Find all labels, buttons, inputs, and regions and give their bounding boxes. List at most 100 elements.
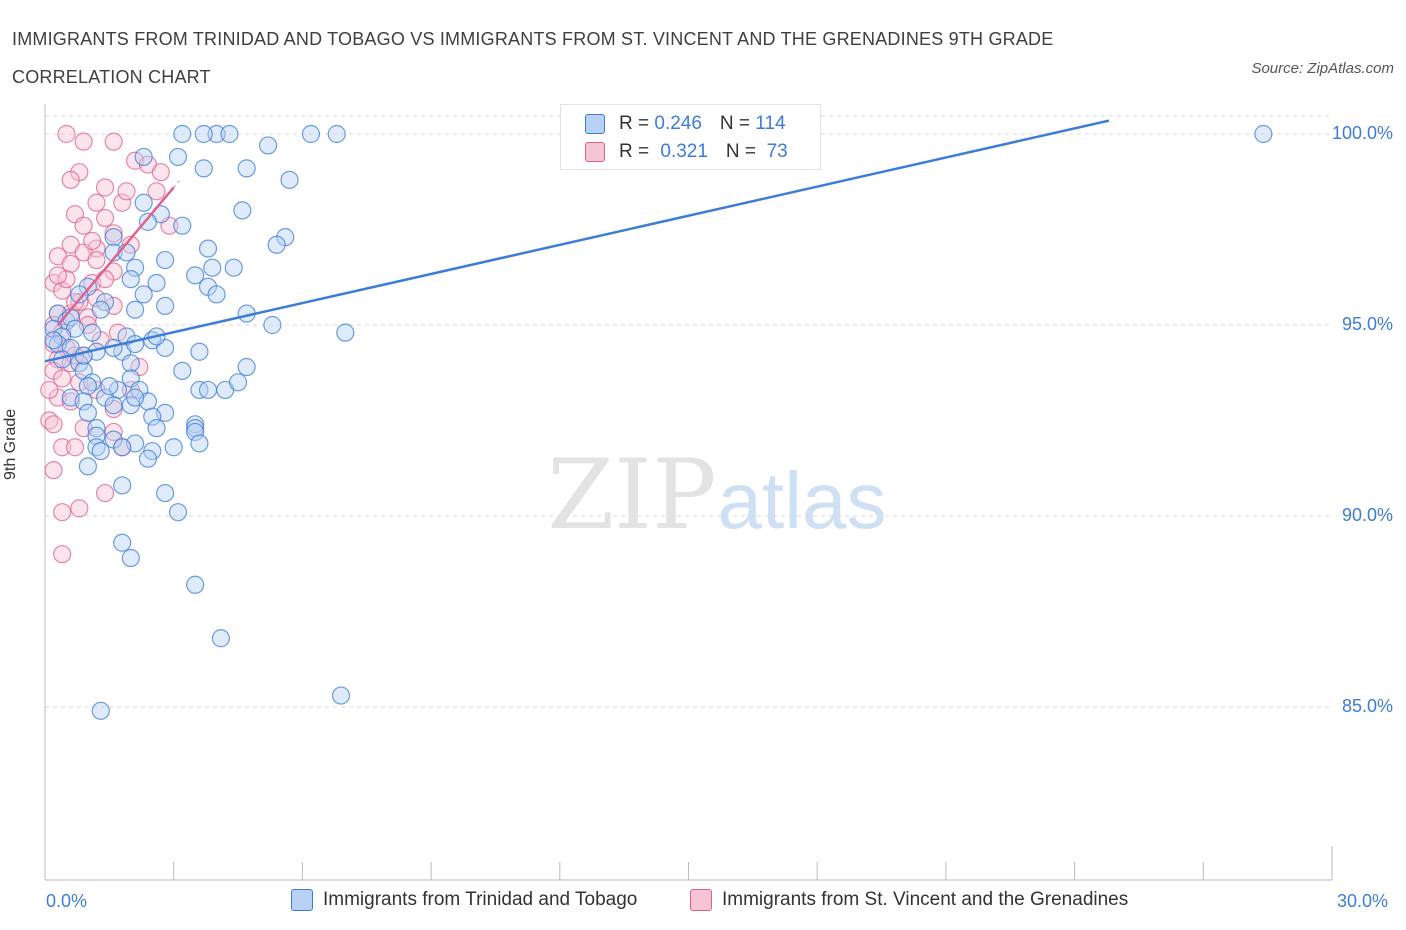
data-point-blue bbox=[237, 357, 256, 377]
data-point-blue bbox=[186, 422, 205, 442]
data-point-blue bbox=[228, 373, 248, 392]
data-point-pink bbox=[74, 132, 93, 151]
data-point-pink bbox=[87, 193, 106, 212]
data-point-blue bbox=[190, 342, 209, 361]
legend-n-label: N = bbox=[719, 113, 756, 134]
data-point-blue bbox=[173, 361, 192, 380]
data-point-blue bbox=[121, 548, 140, 568]
series-legend-label: Immigrants from St. Vincent and the Gren… bbox=[722, 889, 1129, 910]
data-point-blue bbox=[78, 377, 98, 396]
source-credit: Source: ZipAtlas.com bbox=[1251, 60, 1394, 77]
trend-line-blue bbox=[44, 119, 1110, 363]
data-point-pink bbox=[57, 124, 76, 144]
data-point-blue bbox=[237, 159, 256, 178]
data-point-blue bbox=[186, 415, 205, 434]
data-point-pink bbox=[113, 193, 132, 212]
data-point-blue bbox=[147, 419, 166, 438]
data-point-blue bbox=[267, 235, 286, 254]
data-point-blue bbox=[44, 331, 63, 350]
y-tick-label: 90.0% bbox=[1341, 505, 1393, 525]
data-point-blue bbox=[91, 441, 110, 461]
data-point-pink bbox=[61, 170, 80, 189]
data-point-blue bbox=[121, 354, 140, 373]
data-point-blue bbox=[173, 124, 192, 144]
data-point-blue bbox=[134, 285, 153, 304]
data-point-blue bbox=[78, 457, 98, 476]
data-point-pink bbox=[48, 266, 67, 285]
data-point-pink bbox=[53, 369, 72, 388]
data-point-blue bbox=[220, 124, 239, 144]
data-point-blue bbox=[104, 243, 123, 262]
data-point-blue bbox=[301, 124, 321, 144]
y-tick-label: 85.0% bbox=[1341, 696, 1393, 716]
data-point-blue bbox=[207, 124, 226, 144]
data-point-pink bbox=[104, 132, 123, 151]
data-point-pink bbox=[87, 250, 106, 270]
legend-r-label: R = bbox=[619, 141, 655, 162]
data-point-pink bbox=[104, 422, 123, 442]
data-point-pink bbox=[70, 373, 89, 392]
data-point-blue bbox=[156, 250, 175, 270]
data-point-pink bbox=[95, 208, 115, 228]
data-point-blue bbox=[113, 476, 132, 495]
series-legend-pink[interactable]: Immigrants from St. Vincent and the Gren… bbox=[690, 889, 1128, 911]
data-point-blue bbox=[104, 228, 123, 247]
legend-n-label: N = bbox=[725, 141, 762, 162]
legend-n-value: 73 bbox=[761, 141, 788, 162]
data-point-pink bbox=[117, 182, 136, 201]
data-point-blue bbox=[156, 296, 175, 315]
data-point-blue bbox=[147, 273, 166, 293]
data-point-blue bbox=[74, 346, 93, 365]
data-point-blue bbox=[280, 170, 299, 189]
data-point-blue bbox=[74, 392, 93, 411]
data-point-pink bbox=[104, 224, 123, 243]
data-point-blue bbox=[70, 285, 89, 304]
data-point-blue bbox=[190, 434, 209, 453]
legend-n-value: 114 bbox=[755, 113, 786, 134]
data-point-blue bbox=[143, 407, 162, 426]
x-tick-label-max: 30.0% bbox=[1337, 891, 1389, 911]
data-point-blue bbox=[203, 258, 222, 277]
legend-row-pink: R = 0.321 N = 73 bbox=[585, 140, 788, 164]
data-point-pink bbox=[74, 216, 93, 235]
data-point-blue bbox=[83, 323, 102, 342]
data-point-blue bbox=[164, 438, 183, 457]
legend-swatch-pink bbox=[585, 142, 605, 162]
legend-row-blue: R = 0.246 N = 114 bbox=[585, 112, 786, 136]
data-point-blue bbox=[233, 201, 252, 220]
data-point-blue bbox=[198, 380, 218, 400]
data-point-blue bbox=[125, 300, 145, 319]
data-point-blue bbox=[198, 239, 218, 258]
data-point-pink bbox=[53, 438, 72, 457]
watermark: ZIP atlas bbox=[547, 439, 886, 551]
data-point-blue bbox=[125, 258, 145, 277]
x-tick-label-min: 0.0% bbox=[46, 891, 88, 911]
data-point-blue bbox=[263, 315, 282, 335]
data-point-pink bbox=[95, 178, 115, 197]
data-point-blue bbox=[113, 438, 132, 457]
data-point-blue bbox=[336, 323, 355, 342]
data-point-blue bbox=[138, 449, 158, 468]
series-blue-points bbox=[44, 124, 1273, 720]
data-point-pink bbox=[65, 438, 85, 457]
data-point-blue bbox=[168, 147, 188, 167]
data-point-blue bbox=[104, 396, 123, 415]
data-point-pink bbox=[44, 461, 63, 480]
data-point-blue bbox=[113, 533, 132, 552]
data-point-blue bbox=[156, 483, 175, 503]
data-point-blue bbox=[1254, 124, 1273, 144]
trend-line-pink bbox=[56, 186, 175, 326]
y-tick-label: 100.0% bbox=[1331, 123, 1393, 143]
data-point-blue bbox=[186, 266, 205, 285]
data-point-pink bbox=[83, 231, 102, 251]
data-point-pink bbox=[70, 499, 89, 518]
data-point-pink bbox=[57, 270, 76, 289]
y-tick-label: 95.0% bbox=[1341, 314, 1393, 334]
data-point-blue bbox=[168, 503, 188, 522]
series-legend-blue[interactable]: Immigrants from Trinidad and Tobago bbox=[291, 889, 637, 911]
data-point-blue bbox=[173, 216, 192, 235]
legend-r-value: 0.321 bbox=[660, 141, 708, 162]
data-point-blue bbox=[91, 300, 110, 319]
data-point-blue bbox=[186, 575, 205, 594]
data-point-blue bbox=[327, 124, 346, 144]
